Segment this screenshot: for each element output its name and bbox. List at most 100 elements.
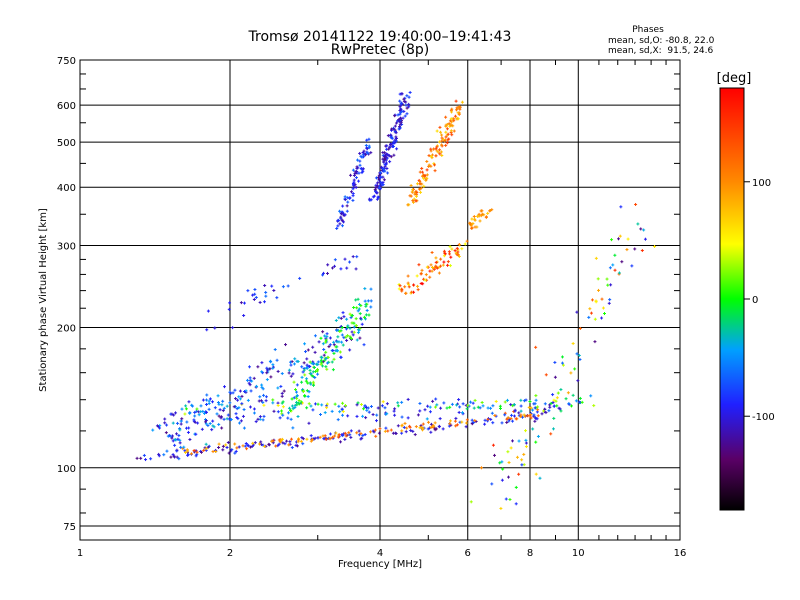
data-point (349, 435, 353, 439)
data-point (528, 400, 532, 404)
data-point (354, 267, 358, 271)
colorbar-tick-label: 100 (752, 178, 771, 189)
data-point (341, 204, 345, 208)
data-point (369, 430, 373, 434)
data-point (343, 195, 347, 199)
data-point (432, 266, 436, 270)
data-point (275, 296, 279, 300)
data-point (246, 398, 250, 402)
x-tick-label: 6 (465, 548, 471, 559)
data-point (341, 224, 345, 228)
data-point (361, 167, 365, 171)
data-point (348, 335, 352, 339)
data-point (341, 413, 345, 417)
data-point (422, 184, 426, 188)
data-point (448, 252, 452, 256)
data-point (342, 315, 346, 319)
data-point (192, 448, 196, 452)
data-point (385, 144, 389, 148)
data-point (606, 283, 610, 287)
data-point (475, 225, 479, 229)
data-point (200, 450, 204, 454)
data-point (360, 155, 364, 159)
data-point (517, 411, 521, 415)
data-point (377, 177, 381, 181)
data-point (509, 446, 513, 450)
data-point (405, 106, 409, 110)
data-point (265, 378, 269, 382)
data-point (433, 163, 437, 167)
data-point (344, 335, 348, 339)
data-point (500, 421, 504, 425)
data-point (476, 214, 480, 218)
data-point (210, 428, 214, 432)
data-point (305, 366, 309, 370)
data-point (171, 421, 175, 425)
data-point (227, 451, 231, 455)
data-point (596, 288, 600, 292)
data-point (204, 422, 208, 426)
data-point (260, 370, 264, 374)
data-point (377, 173, 381, 177)
data-point (382, 178, 386, 182)
data-point (414, 425, 418, 429)
data-point (389, 428, 393, 432)
colorbar-gradient (719, 87, 745, 511)
data-point (551, 401, 555, 405)
data-point (479, 466, 483, 470)
data-point (341, 311, 345, 315)
data-point (425, 417, 429, 421)
data-point (454, 108, 458, 112)
data-point (453, 114, 457, 118)
data-point (405, 426, 409, 430)
data-point (302, 368, 306, 372)
data-point (222, 406, 226, 410)
data-point (429, 147, 433, 151)
data-point (543, 402, 547, 406)
data-point (287, 443, 291, 447)
data-point (351, 183, 355, 187)
data-point (345, 325, 349, 329)
data-point (529, 416, 533, 420)
data-point (389, 155, 393, 159)
data-point (355, 338, 359, 342)
data-point (300, 436, 304, 440)
data-point (439, 264, 443, 268)
data-point (265, 371, 269, 375)
data-point (309, 434, 313, 438)
data-point (355, 306, 359, 310)
chart-title: Tromsø 20141122 19:40:00–19:41:43 (248, 29, 512, 45)
data-point (578, 357, 582, 361)
data-point (340, 326, 344, 330)
data-point (426, 420, 430, 424)
data-point (225, 446, 229, 450)
data-point (446, 263, 450, 267)
data-point (460, 100, 464, 104)
data-point (435, 129, 439, 133)
data-point (295, 400, 299, 404)
data-point (231, 326, 235, 330)
data-point (177, 434, 181, 438)
data-point (418, 426, 422, 430)
data-point (406, 274, 410, 278)
data-point (233, 451, 237, 455)
data-point (317, 340, 321, 344)
data-point (319, 336, 323, 340)
data-point (594, 256, 598, 260)
data-point (553, 360, 557, 364)
data-point (642, 228, 646, 232)
data-point (204, 398, 208, 402)
data-point (359, 437, 363, 441)
data-point (500, 460, 504, 464)
data-point (237, 445, 241, 449)
data-point (385, 402, 389, 406)
data-point (259, 399, 263, 403)
data-point (389, 135, 393, 139)
data-point (237, 406, 241, 410)
data-point (440, 143, 444, 147)
data-point (194, 432, 198, 436)
data-point (257, 442, 261, 446)
data-point (196, 421, 200, 425)
data-point (348, 433, 352, 437)
data-point (524, 429, 528, 433)
